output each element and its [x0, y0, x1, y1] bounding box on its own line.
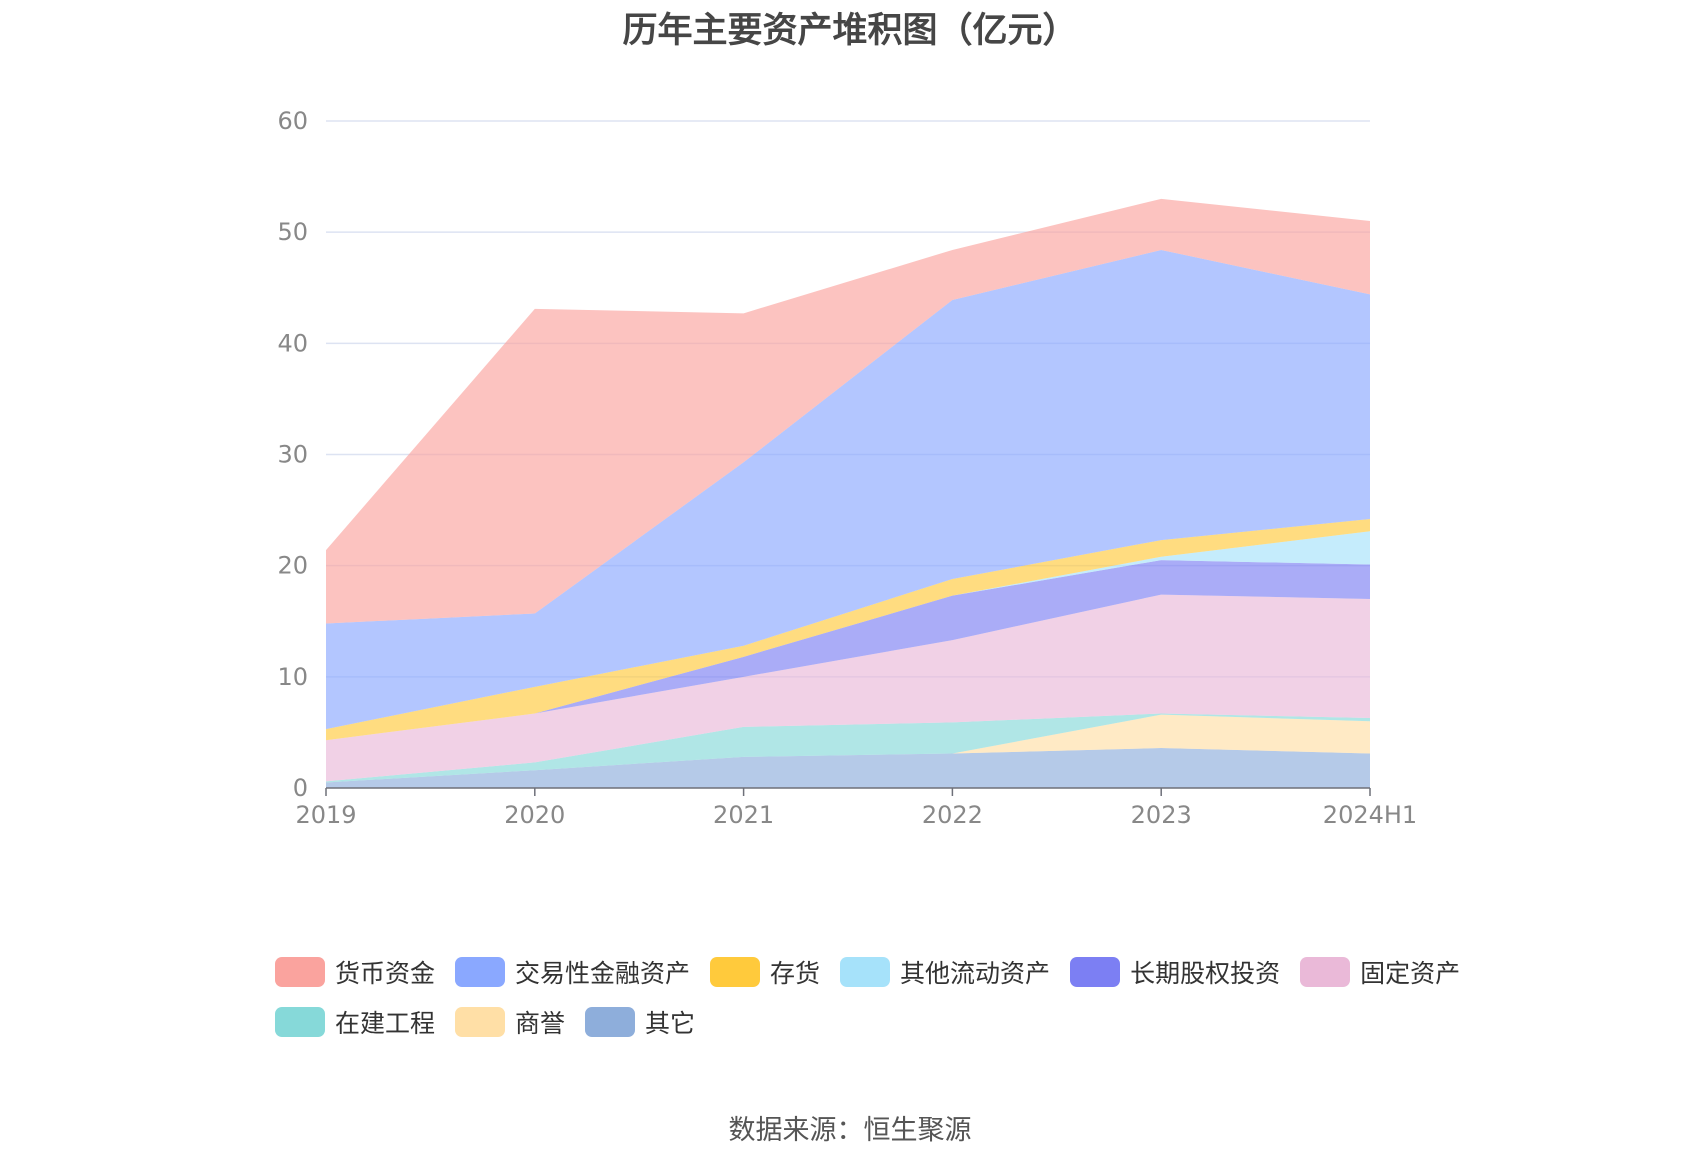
chart-title: 历年主要资产堆积图（亿元） [622, 11, 1078, 51]
legend-swatch [455, 1007, 506, 1037]
legend-swatch [1070, 957, 1121, 987]
legend-item[interactable]: 在建工程 [275, 1005, 435, 1039]
area-series-其他流动资产 [326, 531, 1370, 741]
legend-swatch [840, 957, 891, 987]
legend-item[interactable]: 其它 [585, 1005, 695, 1039]
legend-label: 交易性金融资产 [515, 959, 691, 988]
x-tick-label: 2019 [295, 801, 356, 829]
area-series-其它 [326, 747, 1370, 788]
y-tick-label: 0 [293, 774, 308, 802]
area-series-存货 [326, 518, 1370, 741]
legend-item[interactable]: 其他流动资产 [840, 955, 1050, 989]
legend-label: 固定资产 [1360, 959, 1461, 988]
legend-label: 商誉 [515, 1009, 566, 1038]
y-tick-label: 10 [277, 663, 308, 691]
x-tick-label: 2021 [713, 801, 774, 829]
legend-label: 其它 [645, 1009, 696, 1038]
legend-item[interactable]: 交易性金融资产 [455, 955, 690, 989]
area-series-交易性金融资产 [326, 249, 1370, 730]
legend-swatch [275, 1007, 325, 1037]
area-series-商誉 [326, 714, 1370, 783]
y-tick-label: 60 [277, 107, 308, 135]
legend-swatch [585, 1007, 636, 1037]
legend-swatch [275, 957, 325, 987]
area-series-在建工程 [326, 713, 1370, 783]
legend-swatch [455, 957, 506, 987]
data-source-note: 数据来源：恒生聚源 [728, 1115, 972, 1146]
legend-item[interactable]: 长期股权投资 [1070, 955, 1280, 989]
area-series-货币资金 [326, 198, 1370, 624]
area-series-固定资产 [326, 594, 1370, 782]
y-tick-label: 40 [277, 329, 308, 357]
y-tick-label: 20 [277, 552, 308, 580]
legend-label: 其他流动资产 [900, 959, 1051, 988]
stacked-area-chart: 0 10 20 30 40 50 60 2019 2020 2021 2022 2023 2024H1 [277, 107, 1417, 829]
x-tick-label: 2022 [922, 801, 983, 829]
chart-legend: 货币资金 交易性金融资产 存货 其他流动资产 长期股权投资 固定资产在建工程 商誉 其它 [275, 955, 1475, 1039]
legend-item[interactable]: 固定资产 [1300, 955, 1460, 989]
legend-label: 在建工程 [335, 1009, 436, 1038]
y-tick-label: 30 [277, 441, 308, 469]
legend-swatch [1300, 957, 1351, 987]
legend-label: 存货 [770, 959, 821, 988]
legend-item[interactable]: 货币资金 [275, 955, 435, 989]
legend-swatch [710, 957, 761, 987]
legend-label: 长期股权投资 [1130, 959, 1281, 988]
legend-item[interactable]: 商誉 [455, 1005, 565, 1039]
legend-label: 货币资金 [335, 959, 436, 988]
area-series-长期股权投资 [326, 560, 1370, 741]
x-tick-label: 2024H1 [1323, 801, 1417, 829]
x-tick-label: 2020 [504, 801, 565, 829]
y-tick-label: 50 [277, 218, 308, 246]
x-tick-label: 2023 [1131, 801, 1192, 829]
legend-item[interactable]: 存货 [710, 955, 820, 989]
